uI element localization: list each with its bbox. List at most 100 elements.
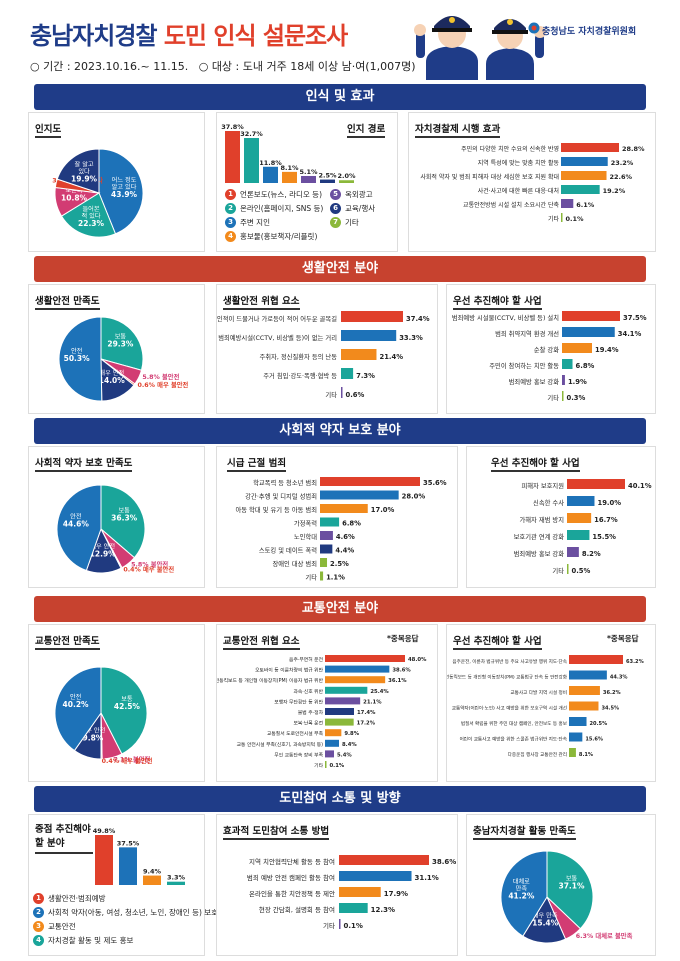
pie-slice (100, 316, 144, 371)
bar-category-label: 기타 (552, 566, 564, 575)
pie-slice-value: 44.6% (63, 520, 90, 529)
bar-value-label: 38.6% (392, 668, 411, 674)
bar-value-label: 32.7% (240, 130, 263, 138)
pie-slice-value: 15.4% (532, 919, 559, 928)
bar (325, 708, 354, 715)
bar (320, 531, 333, 540)
chart-box-effect: 자치경찰제 시행 효과 주민의 다양한 치안 수요의 신속한 반영 28.8% 지역… (408, 112, 656, 252)
bar (325, 761, 327, 768)
bar-value-label: 35.6% (423, 479, 447, 487)
bar (562, 311, 620, 321)
bar (244, 138, 259, 183)
chart-box-traffic-priority: 우선 추진해야 할 사업 *중복응답 음주운전, 이륜차 법규위반 등 주요 사… (446, 624, 656, 782)
bar (341, 349, 377, 360)
chart-title: 사회적 약자 보호 만족도 (35, 455, 133, 472)
pie-slice (58, 316, 103, 402)
legend-label: 교통안전 (48, 921, 76, 931)
bar-category-label: 보호기관 연계 강화 (514, 532, 565, 541)
bar-category-label: 범죄 취약지역 환경 개선 (495, 329, 559, 338)
bar-value-label: 3.3% (167, 874, 186, 882)
chart-box-urgent-crime: 시급 근절 범죄 학교폭력 등 청소년 범죄 35.6% 강간·추행 및 디지털 성… (216, 446, 458, 588)
legend-number-icon: 3 (33, 920, 44, 932)
bar-chart-traffic-priority: 음주운전, 이륜차 법규위반 등 주요 사고유발 행위 지도·단속 63.2% 전동… (447, 655, 644, 758)
bar-value-label: 6.8% (576, 362, 595, 370)
bar-value-label: 63.2% (626, 659, 644, 665)
bar-category-label: 순찰 강화 (534, 345, 559, 354)
chart-title: 우선 추진해야 할 사업 (453, 293, 542, 310)
bar-category-label: 전동킥보드 등 개인형 이동장치(PM) 교통법규 단속 등 안전강화 (447, 674, 568, 681)
bar-category-label: 기타 (548, 215, 560, 223)
bar-category-label: 신속한 수사 (533, 498, 564, 507)
legend-item: 2 사회적 약자(아동, 여성, 청소년, 노인, 장애인 등) 보호 (33, 905, 218, 919)
bar (282, 171, 297, 183)
bar-category-label: 불법 주·정차 (298, 709, 324, 716)
pie-slice (100, 666, 148, 755)
bar-category-label: 온라인을 통한 치안정책 등 제안 (249, 889, 335, 898)
chart-title: 시급 근절 범죄 (227, 455, 287, 472)
chart-legend-focus-area: 1 생활안전·범죄예방 2 사회적 약자(아동, 여성, 청소년, 노인, 장애인 등… (33, 891, 218, 947)
bar-category-label: 교통질서 도로안전시설 부족 (267, 730, 324, 737)
bar-category-label: 장애인 대상 범죄 (272, 559, 317, 568)
bar-category-label: 음주·무면허 운전 (289, 656, 323, 663)
bar (325, 655, 405, 662)
chart-box-vulnerable-priority: 우선 추진해야 할 사업 피해자 보호지원 40.1% 신속한 수사 19.0% 가해자… (466, 446, 656, 588)
bar (567, 479, 625, 489)
legend-label: 언론보도(뉴스, 라디오 등) (240, 189, 323, 199)
bar-chart-effect: 주민의 다양한 치안 수요의 신속한 반영 28.8% 지역 특성에 맞는 맞춤 치… (420, 143, 645, 223)
bar-value-label: 15.5% (592, 533, 616, 541)
bar-category-label: 지역 치안협력단체 활동 등 참여 (249, 857, 335, 866)
multi-response-note: *중복응답 (387, 634, 419, 643)
legend-number-icon: 4 (225, 230, 236, 242)
bar (339, 903, 368, 913)
bar-category-label: 기타 (323, 921, 335, 930)
bar (567, 530, 590, 540)
bar (95, 835, 113, 885)
bar-category-label: 과속·신호 위반 (293, 688, 323, 695)
legend-label: 주변 지인 (240, 217, 270, 227)
bar-category-label: 스토킹 및 데이트 폭력 (259, 546, 317, 555)
chart-box-traffic-satisfaction: 교통안전 만족도 보통 42.5% 7.1% 불안전 0.4% 매우 불안전 매우 안전… (28, 624, 205, 782)
bar-value-label: 8.4% (342, 742, 357, 748)
legend-item: 6 교육/행사 (330, 201, 400, 215)
org-name: 충청남도 자치경찰위원회 (542, 27, 637, 37)
bar-value-label: 1.1% (326, 574, 345, 582)
bar-chart-life-priority: 범죄예방 시설물(CCTV, 비상벨 등) 설치 37.5% 범죄 취약지역 환경 … (452, 311, 647, 402)
page-title: 충남자치경찰 도민 인식 설문조사 (30, 16, 348, 51)
bar (567, 547, 579, 557)
chart-title: 효과적 도민참여 소통 방법 (223, 823, 330, 840)
pie-slice-label: 있다 (78, 167, 90, 175)
bar-value-label: 6.1% (576, 201, 595, 209)
bar (562, 343, 593, 353)
chart-box-life-satisfaction: 생활안전 만족도 보통 29.3% 5.8% 불안전 0.6% 매우 불안전 매우 안전… (28, 284, 205, 414)
bar (339, 887, 381, 897)
chart-title: 생활안전 위협 요소 (223, 293, 300, 310)
bar (263, 166, 278, 183)
bar (320, 544, 333, 554)
bar-value-label: 0.1% (330, 763, 345, 769)
bar-category-label: 전동킥보드 등 개인형 이동장치(PM) 이용자 법규 위반 (217, 677, 324, 684)
bar-value-label: 9.8% (344, 731, 359, 737)
chart-legend-channel: 1 언론보도(뉴스, 라디오 등) 5 옥외광고 2 온라인(홈페이지, SNS 등) 6 교… (225, 187, 400, 243)
bar-category-label: 노인학대 (294, 532, 317, 541)
bar-category-label: 강간·추행 및 디지털 성범죄 (245, 492, 317, 501)
pie-slice-value: 14.0% (99, 376, 126, 385)
bar (225, 131, 240, 183)
police-officers-illustration (414, 16, 546, 80)
bar-value-label: 2.5% (318, 172, 337, 180)
pie-slice-value: 22.3% (78, 219, 105, 228)
pie-slice-value: 42.5% (114, 702, 141, 711)
legend-number-icon: 2 (225, 202, 236, 214)
bar-category-label: 범죄예방 홍보 강화 (509, 377, 560, 386)
bar (567, 496, 595, 506)
section-header-traffic: 교통안전 분야 (34, 596, 646, 622)
pie-slice-outside-label: 0.4% 매우 불안전 (123, 564, 174, 573)
bar-value-label: 8.1% (579, 752, 593, 758)
bar-value-label: 17.2% (357, 721, 376, 727)
multi-response-note: *중복응답 (607, 634, 639, 643)
bar-value-label: 0.3% (567, 394, 586, 402)
bar (562, 327, 615, 337)
pie-slice-value: 29.3% (107, 339, 134, 348)
bar-chart-life-threat: 인적이 드물거나 가로등이 적어 어두운 골목길 37.4% 범죄예방시설(CCTV… (217, 311, 430, 399)
legend-item: 4 자치경찰 활동 및 제도 홍보 (33, 933, 218, 947)
